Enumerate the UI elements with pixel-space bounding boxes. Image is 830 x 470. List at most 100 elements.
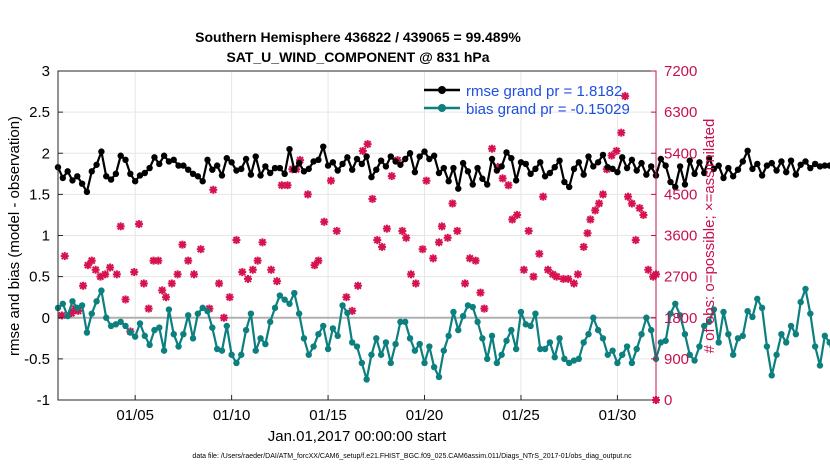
bias-point <box>498 351 505 358</box>
bias-point <box>358 359 366 367</box>
bias-point <box>701 322 708 330</box>
bias-point <box>599 335 607 342</box>
bias-point <box>551 354 558 361</box>
bias-point <box>59 300 67 307</box>
rmse-point <box>662 162 669 169</box>
obs-point <box>91 265 100 274</box>
y-right-tick-label: 6300 <box>664 104 697 121</box>
bias-point <box>122 322 129 330</box>
bias-point <box>204 307 211 315</box>
rmse-point <box>397 161 404 168</box>
obs-point <box>552 272 561 281</box>
obs-point <box>631 236 640 245</box>
rmse-point <box>725 164 732 172</box>
bias-point <box>305 351 312 358</box>
rmse-point <box>339 160 346 168</box>
rmse-point <box>146 164 153 172</box>
bias-point <box>218 347 226 354</box>
rmse-point <box>720 174 727 182</box>
bias-point <box>165 306 173 313</box>
rmse-point <box>811 160 819 168</box>
obs-point <box>248 265 257 274</box>
rmse-point <box>262 163 269 170</box>
bias-point <box>570 357 578 364</box>
rmse-point <box>729 173 737 180</box>
bias-point <box>546 339 554 346</box>
obs-point <box>598 190 607 199</box>
rmse-point <box>474 164 481 172</box>
rmse-point <box>194 173 202 180</box>
rmse-point <box>792 171 800 178</box>
rmse-point <box>498 163 505 170</box>
rmse-point <box>696 159 703 166</box>
bias-point <box>146 341 153 349</box>
obs-point <box>162 293 171 302</box>
rmse-point <box>373 166 380 173</box>
rmse-point <box>802 158 809 165</box>
rmse-point <box>754 160 761 168</box>
bias-point <box>503 337 510 344</box>
obs-point <box>539 192 548 201</box>
rmse-point <box>204 156 211 164</box>
y-right-tick-label: 0 <box>664 392 672 409</box>
rmse-point <box>112 170 120 178</box>
bias-point <box>821 332 828 340</box>
obs-point <box>378 242 387 251</box>
bias-point <box>64 312 71 320</box>
obs-point <box>402 233 411 242</box>
y-axis-right-label: # of obs: o=possible; ×=assimilated <box>701 119 718 354</box>
rmse-point <box>122 156 129 164</box>
obs-point <box>342 293 351 302</box>
bias-point <box>291 289 298 297</box>
y-right-tick-label: 5400 <box>664 145 697 162</box>
bias-point <box>213 345 221 353</box>
rmse-point <box>64 168 71 175</box>
obs-point <box>253 256 262 265</box>
bias-point <box>758 304 766 312</box>
rmse-point <box>93 161 100 168</box>
rmse-point <box>484 181 491 188</box>
obs-point <box>238 268 247 277</box>
rmse-point <box>821 162 828 169</box>
obs-point <box>617 128 626 137</box>
bias-point <box>537 345 544 353</box>
obs-point <box>244 274 253 283</box>
rmse-point <box>98 148 105 155</box>
bias-point <box>242 326 250 334</box>
bias-point <box>614 359 621 367</box>
bias-point <box>623 343 631 350</box>
bias-point <box>667 310 674 317</box>
bias-point <box>329 325 337 332</box>
rmse-point <box>377 157 385 164</box>
bias-point <box>807 310 814 317</box>
bias-point <box>508 326 515 334</box>
rmse-point <box>493 167 501 174</box>
obs-point <box>112 270 121 279</box>
obs-point <box>591 206 600 215</box>
y-right-tick-label: 4500 <box>664 186 697 203</box>
bias-point <box>792 331 800 338</box>
rmse-point <box>416 153 423 160</box>
obs-point <box>173 270 182 279</box>
bias-point <box>334 332 341 340</box>
bias-point <box>676 312 684 319</box>
rmse-point <box>430 152 438 159</box>
bias-point <box>633 345 640 353</box>
bias-point <box>136 320 144 327</box>
obs-point <box>579 242 588 251</box>
y-left-tick-label: 2.5 <box>29 104 50 121</box>
obs-point <box>353 281 362 290</box>
bias-point <box>464 302 472 309</box>
y-left-tick-label: 3 <box>42 63 50 80</box>
obs-point <box>624 192 633 201</box>
rmse-point <box>107 176 115 183</box>
rmse-point <box>527 170 534 178</box>
rmse-point <box>127 170 134 178</box>
rmse-point <box>783 168 790 176</box>
obs-point <box>586 215 595 224</box>
bias-point <box>754 295 761 303</box>
rmse-point <box>657 155 665 163</box>
bias-point <box>773 351 780 358</box>
bias-point <box>517 308 525 316</box>
bias-point <box>657 339 665 346</box>
